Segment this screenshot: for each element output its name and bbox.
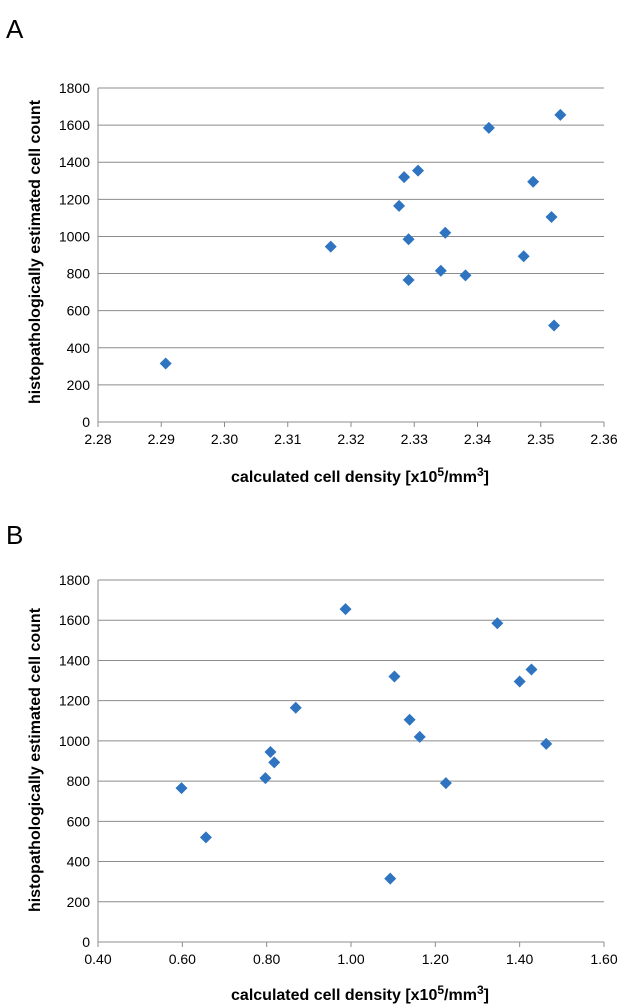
y-tick-label: 600 bbox=[67, 303, 91, 319]
data-points bbox=[159, 108, 567, 370]
y-axis-title: histopathologically estimated cell count bbox=[27, 99, 44, 404]
data-point bbox=[439, 226, 452, 239]
y-tick-label: 400 bbox=[67, 854, 91, 870]
data-point bbox=[517, 250, 530, 263]
data-point bbox=[540, 737, 553, 750]
y-tick-label: 200 bbox=[67, 894, 91, 910]
data-point bbox=[398, 171, 411, 184]
y-tick-label: 600 bbox=[67, 813, 91, 829]
y-tick-label: 1400 bbox=[59, 154, 90, 170]
y-tick-label: 1800 bbox=[59, 80, 90, 96]
data-point bbox=[264, 745, 277, 758]
data-point bbox=[402, 274, 415, 287]
x-tick-label: 2.33 bbox=[401, 431, 428, 447]
data-point bbox=[159, 357, 172, 370]
y-tick-label: 1800 bbox=[59, 572, 90, 588]
y-axis-title: histopathologically estimated cell count bbox=[27, 607, 44, 912]
data-point bbox=[259, 772, 272, 785]
x-tick-label: 1.20 bbox=[422, 951, 449, 967]
y-tick-label: 200 bbox=[67, 377, 91, 393]
data-point bbox=[199, 831, 212, 844]
x-tick-label: 2.29 bbox=[148, 431, 175, 447]
panel-letter-a: A bbox=[6, 14, 24, 44]
tick-labels: 0 200 400 600 800 1000 1200 1400 1600 1800 2.28 2.2… bbox=[59, 80, 618, 447]
y-tick-label: 1200 bbox=[59, 693, 90, 709]
data-point bbox=[413, 730, 426, 743]
x-tick-label: 2.35 bbox=[527, 431, 554, 447]
y-tick-label: 1600 bbox=[59, 117, 90, 133]
data-point bbox=[513, 675, 526, 688]
data-points bbox=[175, 603, 553, 885]
y-tick-label: 1200 bbox=[59, 191, 90, 207]
data-point bbox=[393, 199, 406, 212]
x-axis-title: calculated cell density [x105/mm3] bbox=[231, 465, 489, 486]
data-point bbox=[482, 121, 495, 134]
data-point bbox=[402, 233, 415, 246]
data-point bbox=[388, 670, 401, 683]
y-tick-label: 400 bbox=[67, 340, 91, 356]
x-tick-label: 1.40 bbox=[506, 951, 533, 967]
x-tick-label: 0.60 bbox=[169, 951, 196, 967]
data-point bbox=[439, 777, 452, 790]
y-tick-label: 1600 bbox=[59, 612, 90, 628]
data-point bbox=[289, 701, 302, 714]
data-point bbox=[175, 782, 188, 795]
grid-lines bbox=[97, 87, 605, 427]
x-tick-label: 1.00 bbox=[337, 951, 364, 967]
data-point bbox=[384, 872, 397, 885]
data-point bbox=[339, 603, 352, 616]
y-tick-label: 1400 bbox=[59, 652, 90, 668]
y-tick-label: 800 bbox=[67, 773, 91, 789]
x-tick-label: 2.32 bbox=[337, 431, 364, 447]
panel-letter-b: B bbox=[6, 520, 23, 550]
data-point bbox=[554, 108, 567, 121]
data-point bbox=[412, 164, 425, 177]
x-tick-label: 2.34 bbox=[464, 431, 491, 447]
y-tick-label: 1000 bbox=[59, 733, 90, 749]
scatter-panel-a: A 0 200 400 600 800 1000 1200 1400 1600 1800 2.28 2… bbox=[6, 14, 618, 486]
grid-lines bbox=[97, 579, 605, 947]
x-tick-label: 2.36 bbox=[590, 431, 617, 447]
data-point bbox=[545, 210, 558, 223]
y-tick-label: 0 bbox=[82, 414, 90, 430]
y-tick-label: 1000 bbox=[59, 228, 90, 244]
data-point bbox=[324, 240, 337, 253]
tick-labels: 0 200 400 600 800 1000 1200 1400 1600 1800 0.40 0.6… bbox=[59, 572, 618, 967]
data-point bbox=[525, 663, 538, 676]
data-point bbox=[548, 319, 561, 332]
x-axis-title: calculated cell density [x105/mm3] bbox=[231, 983, 489, 1004]
x-tick-label: 2.31 bbox=[274, 431, 301, 447]
x-tick-label: 1.60 bbox=[590, 951, 617, 967]
x-tick-label: 0.40 bbox=[84, 951, 111, 967]
data-point bbox=[459, 269, 472, 282]
data-point bbox=[527, 175, 540, 188]
data-point bbox=[491, 617, 504, 630]
data-point bbox=[434, 264, 447, 277]
x-tick-label: 2.30 bbox=[211, 431, 238, 447]
data-point bbox=[403, 713, 416, 726]
x-tick-label: 2.28 bbox=[84, 431, 111, 447]
y-tick-label: 800 bbox=[67, 266, 91, 282]
x-tick-label: 0.80 bbox=[253, 951, 280, 967]
y-tick-label: 0 bbox=[82, 934, 90, 950]
data-point bbox=[268, 756, 281, 769]
